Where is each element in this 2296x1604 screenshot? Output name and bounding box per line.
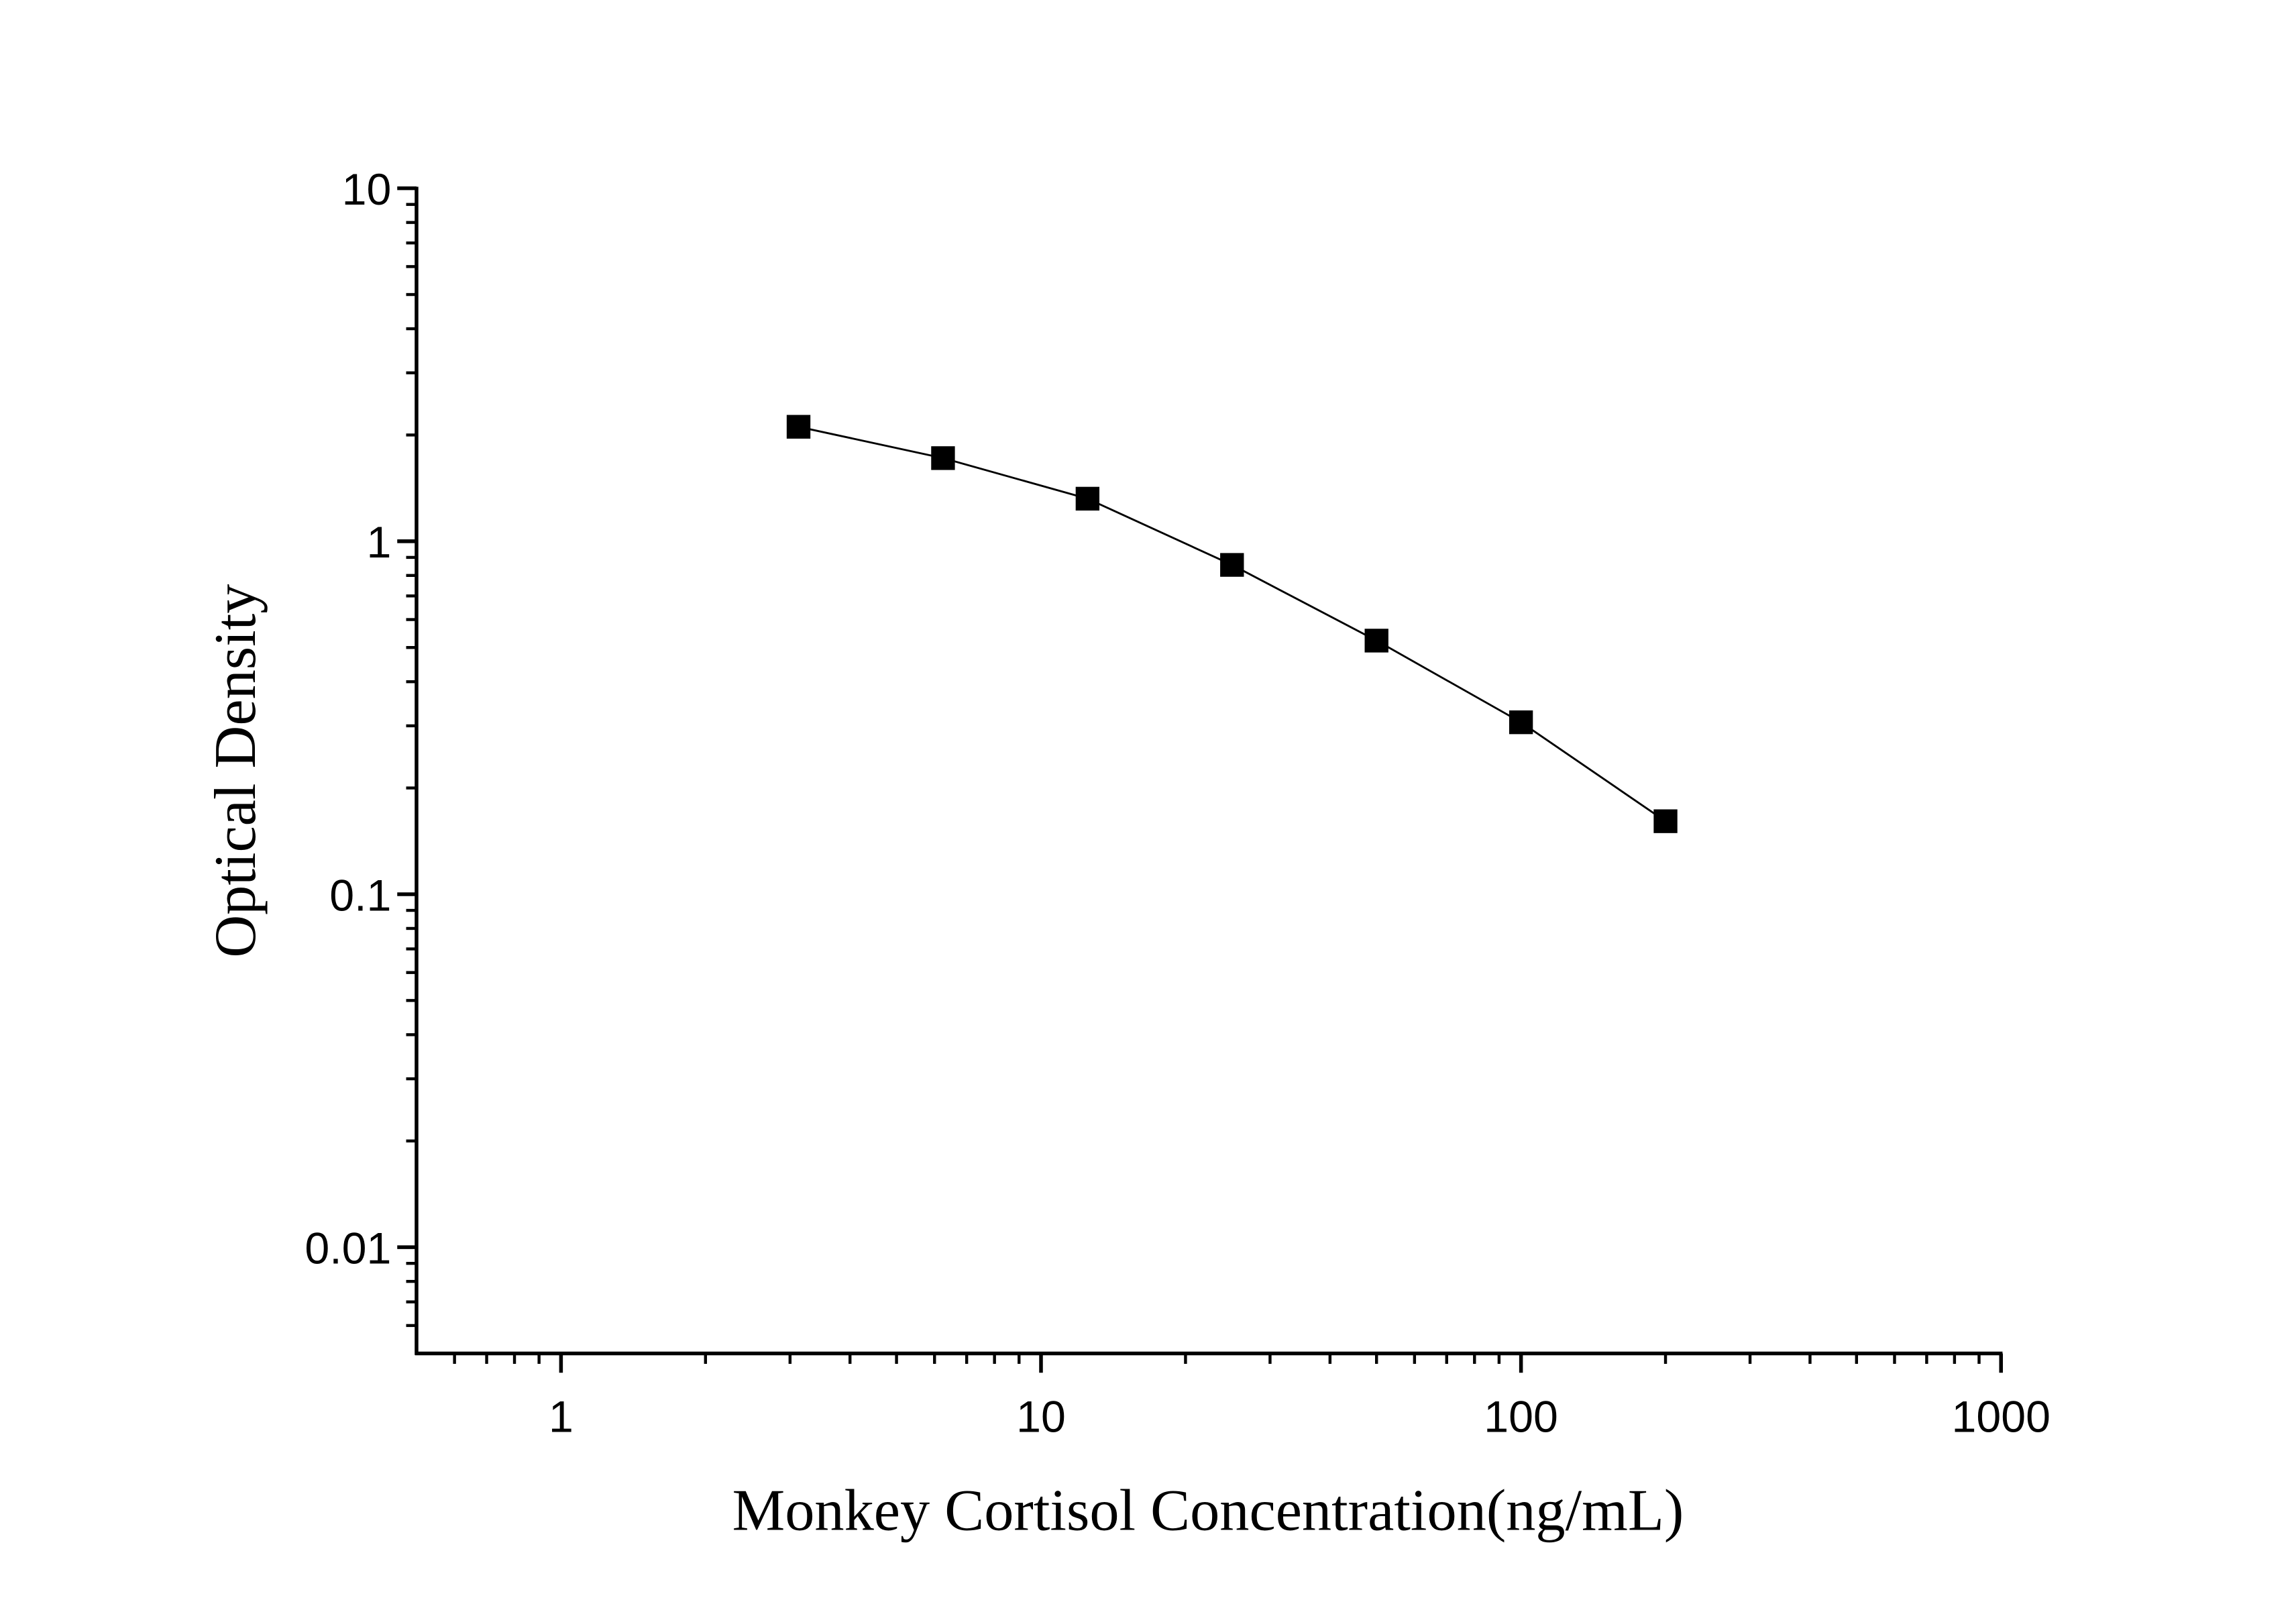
y-tick-label: 0.1 <box>329 871 391 920</box>
x-tick-label: 100 <box>1484 1393 1558 1442</box>
y-tick-label: 0.01 <box>305 1224 391 1273</box>
data-point <box>1364 629 1388 653</box>
data-point <box>786 415 811 439</box>
x-tick-label: 1 <box>549 1393 573 1442</box>
data-line <box>798 425 1666 822</box>
data-point <box>1509 710 1533 735</box>
x-tick-label: 1000 <box>1952 1393 2051 1442</box>
x-axis-label: Monkey Cortisol Concentration(ng/mL) <box>732 1478 1684 1544</box>
data-point <box>1220 553 1244 577</box>
x-tick-label: 10 <box>1016 1393 1066 1442</box>
data-point <box>1075 486 1100 511</box>
data-point <box>1653 809 1678 833</box>
y-tick-label: 10 <box>342 165 392 215</box>
y-axis-label: Optical Density <box>203 584 268 958</box>
data-point <box>931 446 955 470</box>
y-tick-label: 1 <box>367 518 392 568</box>
